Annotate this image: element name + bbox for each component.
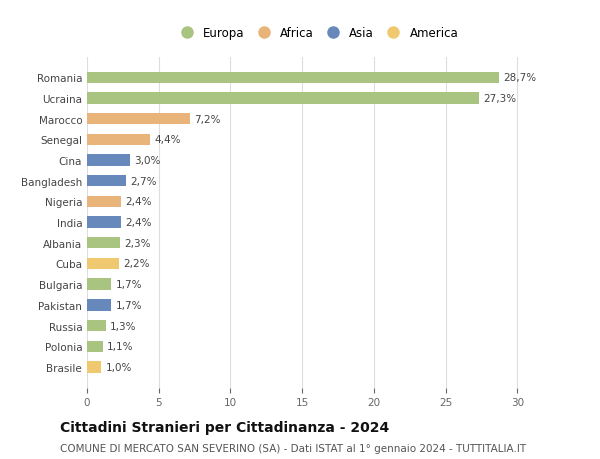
Text: 7,2%: 7,2%	[194, 114, 221, 124]
Bar	[87, 196, 121, 207]
Bar	[87, 258, 119, 269]
Text: COMUNE DI MERCATO SAN SEVERINO (SA) - Dati ISTAT al 1° gennaio 2024 - TUTTITALIA: COMUNE DI MERCATO SAN SEVERINO (SA) - Da…	[60, 443, 526, 453]
Legend: Europa, Africa, Asia, America: Europa, Africa, Asia, America	[171, 23, 462, 44]
Bar	[87, 300, 112, 311]
Bar	[87, 320, 106, 331]
Bar	[87, 217, 121, 228]
Text: 1,7%: 1,7%	[116, 300, 142, 310]
Bar	[87, 93, 479, 104]
Bar	[87, 279, 112, 290]
Text: 2,7%: 2,7%	[130, 176, 157, 186]
Text: 27,3%: 27,3%	[483, 94, 516, 104]
Bar	[87, 155, 130, 166]
Text: 1,7%: 1,7%	[116, 280, 142, 290]
Text: 2,2%: 2,2%	[123, 259, 149, 269]
Text: 2,3%: 2,3%	[124, 238, 151, 248]
Bar	[87, 176, 126, 187]
Bar	[87, 114, 190, 125]
Text: 3,0%: 3,0%	[134, 156, 161, 166]
Text: 2,4%: 2,4%	[126, 197, 152, 207]
Bar	[87, 341, 103, 352]
Text: Cittadini Stranieri per Cittadinanza - 2024: Cittadini Stranieri per Cittadinanza - 2…	[60, 420, 389, 434]
Text: 2,4%: 2,4%	[126, 218, 152, 228]
Text: 1,0%: 1,0%	[106, 362, 132, 372]
Bar	[87, 73, 499, 84]
Text: 1,1%: 1,1%	[107, 341, 134, 352]
Text: 28,7%: 28,7%	[503, 73, 536, 83]
Text: 1,3%: 1,3%	[110, 321, 136, 331]
Text: 4,4%: 4,4%	[154, 135, 181, 145]
Bar	[87, 134, 150, 146]
Bar	[87, 362, 101, 373]
Bar	[87, 238, 120, 249]
